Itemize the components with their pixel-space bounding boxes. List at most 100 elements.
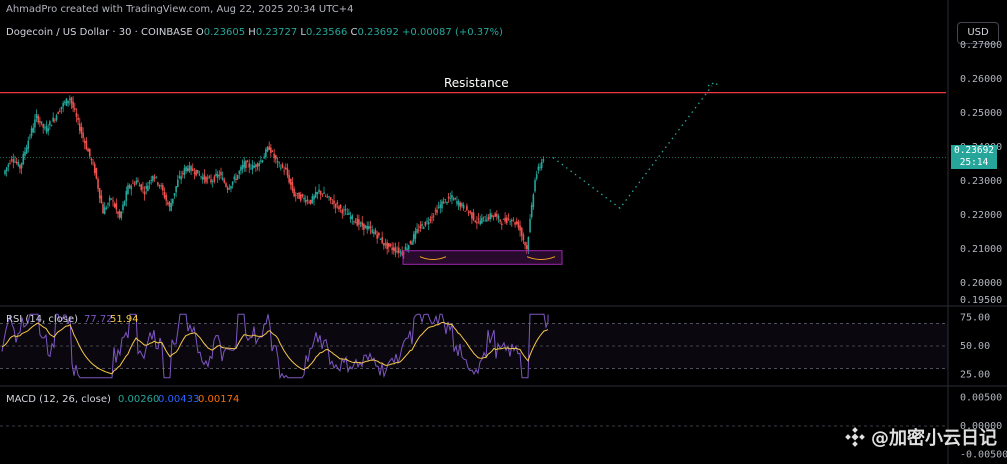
- high-value: 0.23727: [255, 27, 298, 38]
- candle-body: [172, 198, 174, 204]
- projection-path: [552, 85, 713, 210]
- candle-body: [401, 251, 403, 255]
- candle-body: [419, 225, 422, 229]
- candle-body: [250, 168, 252, 170]
- candle-body: [309, 199, 312, 204]
- rsi-tick-label: 25.00: [960, 369, 990, 380]
- candle-body: [294, 194, 297, 196]
- candle-body: [92, 162, 94, 164]
- candle-body: [108, 197, 111, 201]
- candle-body: [328, 196, 330, 198]
- macd-value: 0.00260: [118, 394, 159, 405]
- candle-body: [476, 221, 478, 224]
- candle-body: [374, 230, 377, 235]
- macd-title: MACD (12, 26, close): [6, 394, 111, 405]
- candle-body: [454, 198, 457, 199]
- candle-body: [467, 211, 470, 213]
- candle-body: [409, 241, 412, 244]
- candle-body: [525, 245, 528, 249]
- candle-body: [34, 119, 36, 128]
- candle-body: [195, 169, 197, 176]
- bar-countdown: 25:14: [959, 157, 989, 168]
- open-value: 0.23605: [203, 27, 246, 38]
- candle-body: [42, 123, 45, 128]
- candle-body: [474, 220, 477, 222]
- candle-body: [333, 200, 335, 204]
- candle-body: [85, 141, 88, 150]
- candle-body: [69, 98, 71, 100]
- currency-button[interactable]: USD: [957, 22, 999, 44]
- candle-body: [464, 210, 467, 212]
- candle-body: [530, 205, 533, 218]
- candle-body: [378, 232, 380, 236]
- candle-body: [376, 234, 378, 239]
- candle-body: [477, 218, 480, 220]
- candle-body: [427, 221, 430, 225]
- candle-body: [348, 212, 350, 215]
- candle-body: [313, 195, 315, 200]
- rsi-tick-label: 50.00: [960, 341, 990, 352]
- candle-body: [206, 177, 209, 179]
- candle-body: [447, 196, 450, 199]
- rsi-ma-value: 51.94: [110, 314, 139, 325]
- candle-body: [93, 163, 96, 173]
- candle-body: [303, 197, 305, 200]
- candle-body: [256, 163, 259, 167]
- close-value: 0.23692: [357, 27, 399, 38]
- candle-body: [17, 162, 20, 166]
- candle-body: [441, 201, 443, 209]
- candle-body: [461, 203, 463, 207]
- candle-body: [188, 165, 191, 172]
- candle-body: [270, 147, 272, 154]
- candle-body: [12, 159, 15, 163]
- change-value: +0.00087 (+0.37%): [402, 27, 503, 38]
- candle-body: [361, 221, 364, 227]
- candle-body: [248, 163, 251, 168]
- candle-body: [155, 176, 157, 178]
- price-axis[interactable]: 0.270000.260000.250000.240000.230000.220…: [960, 40, 1002, 306]
- candle-body: [329, 197, 332, 201]
- candle-body: [299, 194, 302, 201]
- candle-body: [223, 179, 226, 183]
- candle-body: [32, 127, 35, 133]
- candle-body: [452, 198, 455, 201]
- candle-body: [261, 160, 264, 163]
- candle-body: [308, 201, 310, 203]
- candle-body: [193, 172, 196, 175]
- candle-body: [393, 247, 395, 251]
- candle-body: [243, 161, 246, 168]
- candle-body: [266, 147, 269, 152]
- candle-body: [180, 176, 182, 180]
- candle-body: [183, 168, 186, 176]
- candle-body: [457, 201, 460, 206]
- candle-body: [456, 201, 458, 204]
- candle-body: [240, 166, 242, 171]
- candle-body: [80, 126, 83, 134]
- candle-body: [25, 147, 28, 154]
- candle-body: [338, 206, 340, 210]
- candle-body: [186, 168, 189, 171]
- candle-body: [105, 207, 108, 209]
- candle-body: [185, 166, 187, 172]
- candle-body: [235, 178, 237, 181]
- candle-body: [416, 229, 418, 233]
- candle-body: [519, 225, 521, 231]
- candle-body: [280, 167, 282, 169]
- candle-body: [265, 149, 267, 158]
- candle-body: [304, 200, 307, 203]
- candle-body: [479, 220, 481, 225]
- candle-body: [148, 181, 151, 184]
- candle-body: [49, 121, 51, 125]
- candle-body: [437, 207, 440, 209]
- candle-body: [7, 164, 10, 167]
- candle-body: [5, 167, 8, 172]
- candle-body: [368, 226, 370, 229]
- candle-body: [442, 201, 445, 204]
- candle-body: [484, 220, 486, 222]
- candle-body: [196, 170, 199, 174]
- last-price-tag: 0.23692 25:14: [951, 145, 997, 169]
- candle-body: [37, 116, 40, 123]
- candle-body: [501, 223, 503, 225]
- symbol-name[interactable]: Dogecoin / US Dollar · 30 · COINBASE: [6, 27, 193, 38]
